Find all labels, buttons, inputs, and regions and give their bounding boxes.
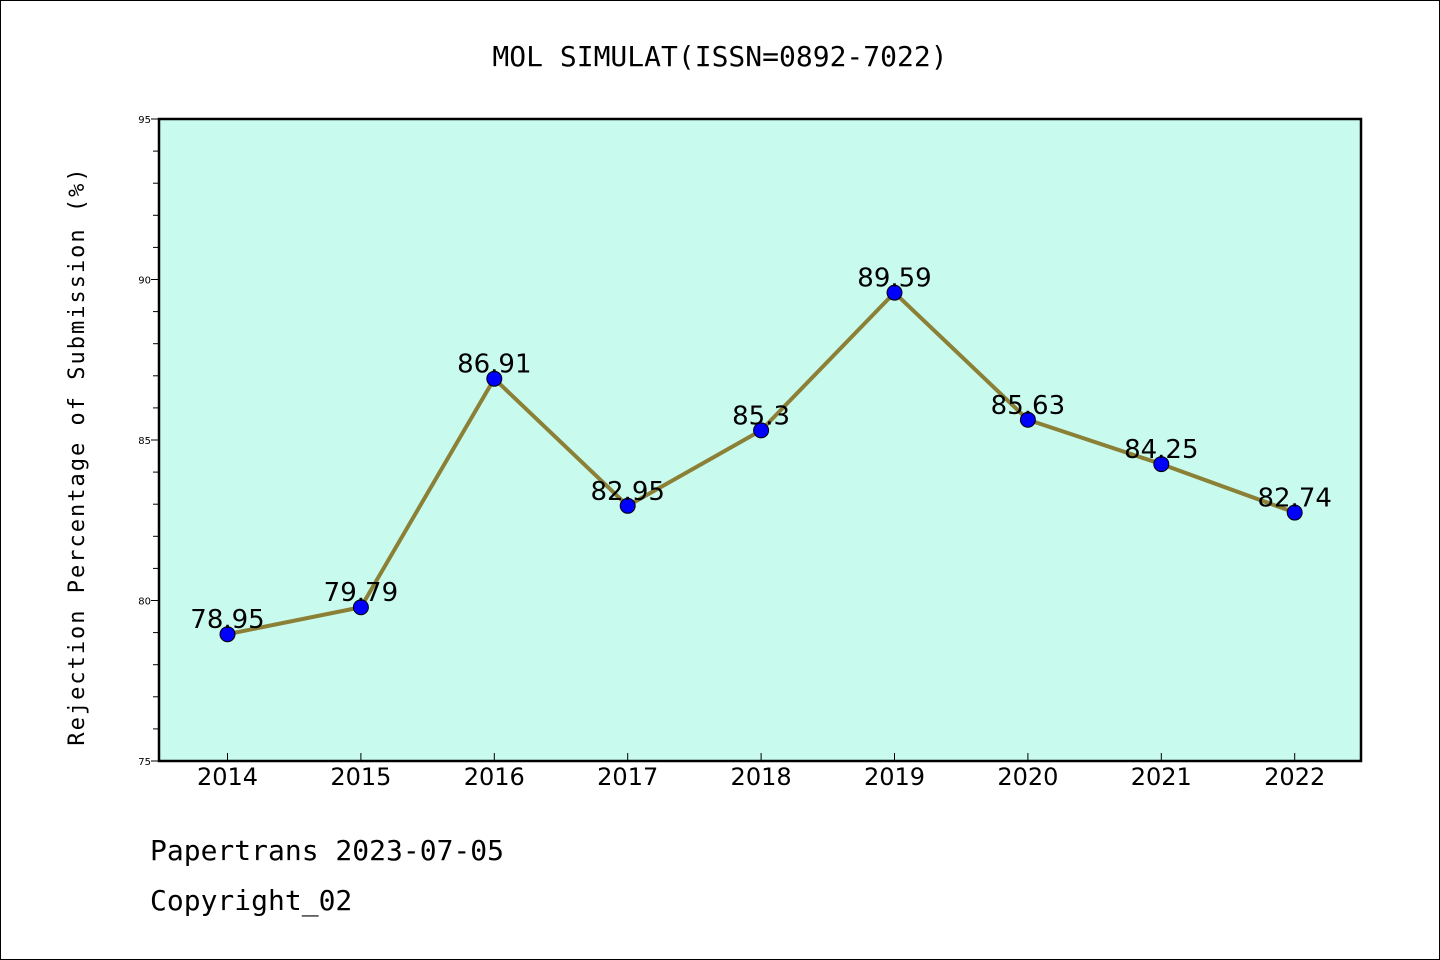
x-axis-ticks: 2014 2015 2016 2017 2018 2019 2020 2021 2022 bbox=[197, 753, 1325, 791]
plot-area bbox=[157, 117, 1363, 763]
data-point bbox=[352, 599, 369, 616]
data-point bbox=[219, 626, 236, 643]
chart-title: MOL SIMULAT(ISSN=0892-7022) bbox=[492, 40, 947, 73]
data-markers bbox=[219, 284, 1303, 643]
data-label: 89.59 bbox=[857, 264, 931, 294]
x-tick-label: 2015 bbox=[330, 763, 391, 791]
x-tick-label: 2016 bbox=[464, 763, 525, 791]
x-tick-label: 2014 bbox=[197, 763, 258, 791]
data-point bbox=[886, 284, 903, 301]
y-tick-label: 95 bbox=[138, 115, 151, 126]
y-tick-label: 85 bbox=[138, 436, 151, 447]
data-label: 82.74 bbox=[1257, 484, 1331, 514]
data-label: 84.25 bbox=[1124, 435, 1198, 465]
data-label: 78.95 bbox=[190, 605, 264, 635]
y-tick-label: 80 bbox=[138, 597, 151, 608]
data-label: 79.79 bbox=[324, 578, 398, 608]
x-tick-label: 2018 bbox=[731, 763, 792, 791]
data-point bbox=[1286, 504, 1303, 521]
y-axis-ticks: 75 80 85 90 95 bbox=[138, 115, 159, 768]
y-axis-label: Rejection Percentage of Submission (%) bbox=[65, 166, 90, 745]
x-tick-label: 2021 bbox=[1131, 763, 1192, 791]
x-tick-label: 2020 bbox=[997, 763, 1058, 791]
x-tick-label: 2022 bbox=[1264, 763, 1325, 791]
footer-date: Papertrans 2023-07-05 bbox=[150, 834, 505, 867]
y-tick-label: 75 bbox=[138, 757, 151, 768]
data-label: 82.95 bbox=[590, 477, 664, 507]
data-label: 86.91 bbox=[457, 350, 531, 380]
data-label: 85.3 bbox=[732, 401, 790, 431]
data-point bbox=[1019, 411, 1036, 428]
x-tick-label: 2017 bbox=[597, 763, 658, 791]
data-point bbox=[753, 422, 770, 439]
data-point bbox=[486, 370, 503, 387]
data-point bbox=[1153, 456, 1170, 473]
data-labels: 78.95 79.79 86.91 82.95 85.3 89.59 85.63 84.25 8… bbox=[190, 264, 1332, 636]
data-point bbox=[619, 497, 636, 514]
x-tick-label: 2019 bbox=[864, 763, 925, 791]
data-label: 85.63 bbox=[991, 391, 1065, 421]
footer-copyright: Copyright_02 bbox=[150, 884, 353, 917]
y-tick-label: 90 bbox=[138, 276, 151, 287]
